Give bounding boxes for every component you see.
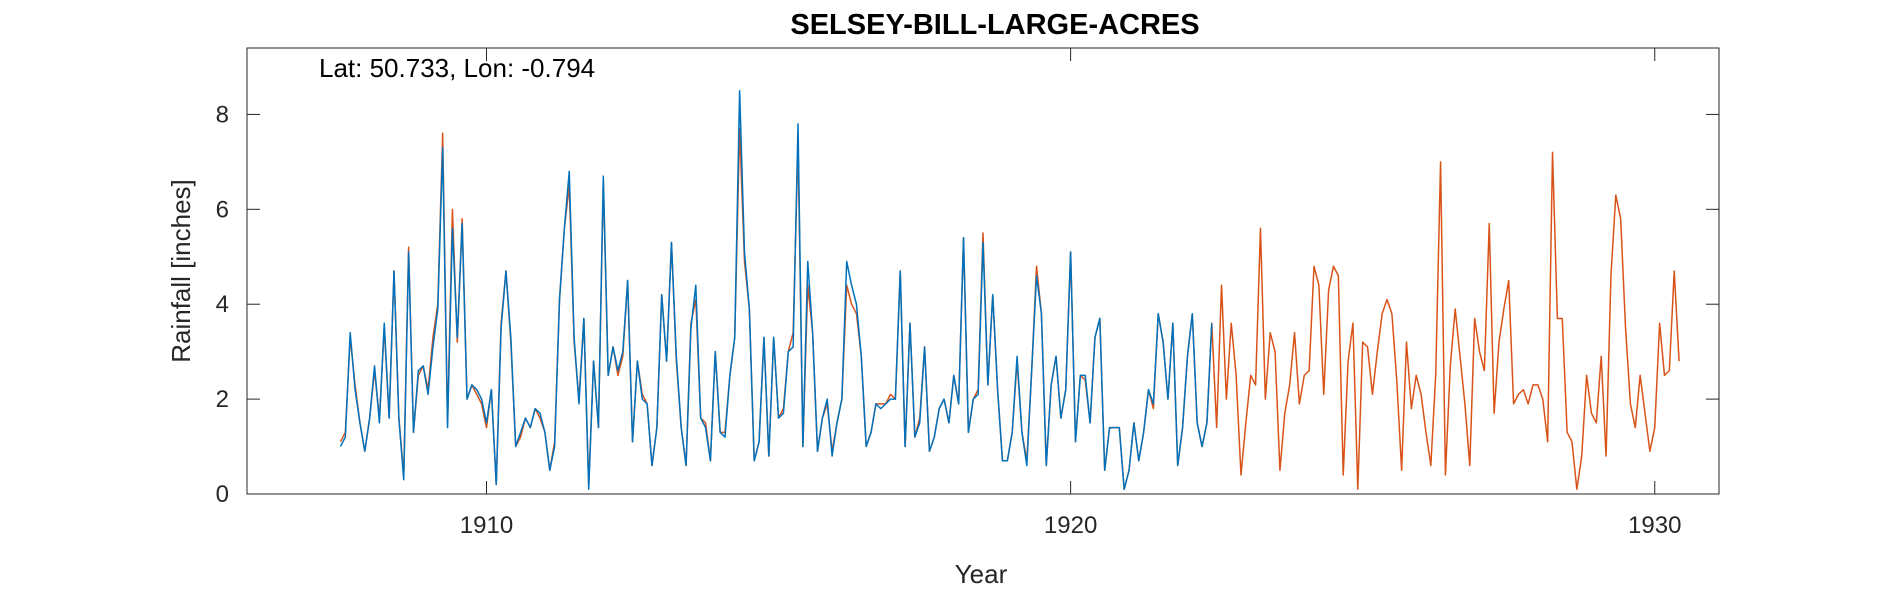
series-line-2 bbox=[339, 89, 1213, 491]
tick-layer: 0 2 4 6 8 1910 1920 1930 bbox=[216, 48, 1719, 539]
y-tick-label: 4 bbox=[216, 291, 229, 318]
y-tick-label: 6 bbox=[216, 196, 229, 223]
y-tick-label: 8 bbox=[216, 101, 229, 128]
y-tick-label: 0 bbox=[216, 481, 229, 508]
series-layer bbox=[339, 89, 1680, 491]
plot-area: 0 2 4 6 8 1910 1920 1930 bbox=[216, 47, 1720, 539]
x-tick-label: 1930 bbox=[1628, 512, 1681, 539]
x-axis-label: Year bbox=[955, 559, 1008, 589]
x-tick-label: 1920 bbox=[1044, 512, 1097, 539]
axes-box bbox=[246, 47, 1720, 495]
y-axis-label: Rainfall [inches] bbox=[166, 179, 196, 363]
y-tick-label: 2 bbox=[216, 386, 229, 413]
x-tick-label: 1910 bbox=[460, 512, 513, 539]
location-annotation: Lat: 50.733, Lon: -0.794 bbox=[319, 53, 595, 83]
chart-title: SELSEY-BILL-LARGE-ACRES bbox=[790, 9, 1199, 41]
